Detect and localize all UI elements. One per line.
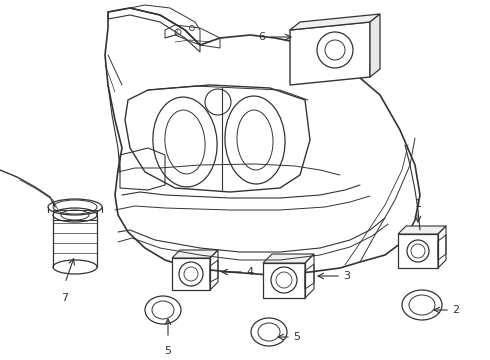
Circle shape — [271, 267, 297, 293]
Ellipse shape — [402, 290, 442, 320]
Text: 1: 1 — [415, 199, 421, 209]
Text: 4: 4 — [246, 267, 253, 277]
Polygon shape — [290, 14, 380, 30]
Ellipse shape — [251, 318, 287, 346]
Text: 7: 7 — [61, 293, 69, 303]
Polygon shape — [290, 22, 370, 85]
Polygon shape — [263, 254, 314, 263]
Polygon shape — [172, 258, 210, 290]
Text: 6: 6 — [258, 32, 265, 42]
Polygon shape — [398, 226, 446, 234]
Polygon shape — [370, 14, 380, 77]
Polygon shape — [263, 263, 305, 298]
Circle shape — [179, 262, 203, 286]
Polygon shape — [398, 234, 438, 268]
Text: 3: 3 — [343, 271, 350, 281]
Text: 2: 2 — [452, 305, 459, 315]
Text: 5: 5 — [293, 332, 300, 342]
Text: 5: 5 — [165, 346, 172, 356]
Polygon shape — [172, 250, 218, 258]
Circle shape — [407, 240, 429, 262]
Ellipse shape — [145, 296, 181, 324]
